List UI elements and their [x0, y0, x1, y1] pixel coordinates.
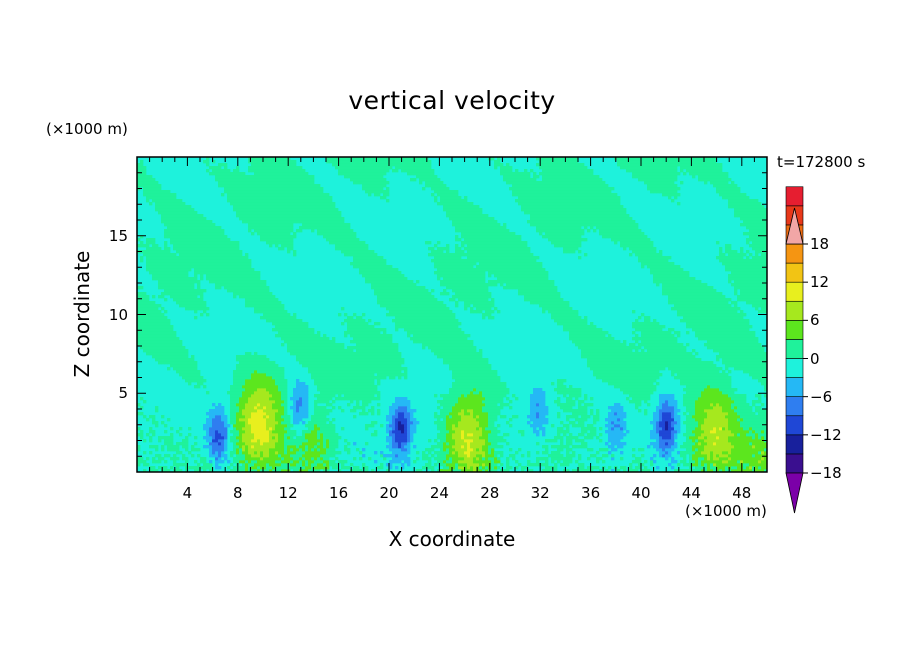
colorbar-tick-label: 0	[810, 349, 820, 368]
colorbar-tick-label: −12	[810, 425, 842, 444]
x-tick-label: 28	[480, 484, 500, 502]
x-tick-label: 4	[182, 484, 193, 502]
colorbar	[785, 186, 808, 514]
colorbar-bin	[785, 339, 804, 359]
time-annotation: t=172800 s	[777, 153, 866, 171]
x-axis-ticks	[149, 157, 755, 472]
x-tick-label: 32	[530, 484, 550, 502]
colorbar-bin	[785, 358, 804, 378]
colorbar-min-arrow	[785, 472, 804, 514]
y-tick-label: 15	[108, 226, 128, 245]
colorbar-bin	[785, 243, 804, 264]
x-tick-label: 36	[581, 484, 601, 502]
colorbar-bin	[785, 320, 804, 340]
y-axis-unit: (×1000 m)	[46, 120, 128, 138]
y-axis-label: Z coordinate	[70, 250, 94, 378]
y-tick-label: 10	[108, 305, 128, 324]
colorbar-bin	[785, 434, 804, 455]
colorbar-tick-label: −6	[810, 387, 833, 406]
y-tick-label: 5	[118, 384, 128, 403]
colorbar-max-arrow	[785, 207, 804, 245]
colorbar-bin	[785, 281, 804, 302]
colorbar-bin	[785, 300, 804, 321]
colorbar-bin	[785, 396, 804, 417]
colorbar-bin	[785, 377, 804, 397]
y-axis-ticks	[137, 172, 767, 457]
colorbar-tick-label: 18	[810, 235, 830, 253]
x-tick-label: 40	[631, 484, 651, 502]
x-axis-label: X coordinate	[388, 527, 516, 551]
x-tick-label: 16	[329, 484, 349, 502]
colorbar-tick-label: −18	[810, 464, 842, 482]
colorbar-bin	[785, 415, 804, 436]
x-tick-label: 8	[233, 484, 243, 502]
colorbar-bin	[785, 262, 804, 283]
colorbar-tick-label: 6	[810, 311, 820, 330]
x-tick-label: 20	[379, 484, 399, 502]
chart-title: vertical velocity	[348, 86, 556, 115]
colorbar-bin	[785, 186, 804, 207]
colorbar-bin	[785, 453, 804, 474]
contour-field	[137, 157, 767, 472]
colorbar-tick-label: 12	[810, 273, 830, 292]
x-tick-label: 12	[278, 484, 298, 502]
x-axis-unit: (×1000 m)	[685, 502, 767, 520]
x-tick-label: 48	[732, 484, 752, 502]
x-tick-label: 24	[429, 484, 449, 502]
x-tick-label: 44	[681, 484, 701, 502]
